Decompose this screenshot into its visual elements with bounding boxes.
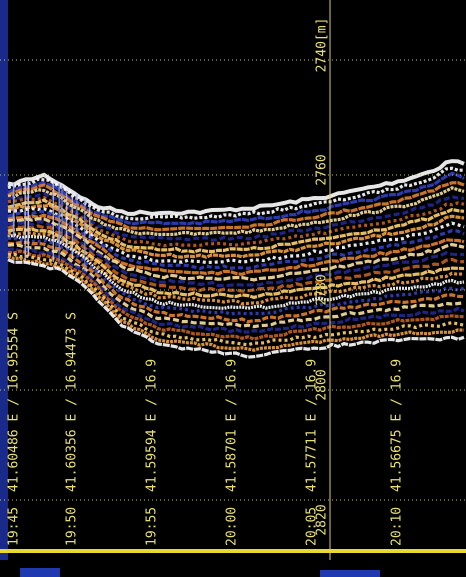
left-edge — [0, 0, 8, 560]
reflector-layer — [7, 186, 465, 237]
track-time: 19:55 — [145, 507, 160, 546]
reflector-layer — [7, 159, 465, 217]
track-position: 41.57711 E / 16.9 — [305, 359, 320, 492]
depth-label: 2800 — [315, 369, 330, 400]
labels: 2740[m] 2760 2780 2800 2820 19:45 41.60486 E /… — [7, 18, 405, 546]
track-position: 41.60356 E / 16.94473 S — [65, 312, 80, 492]
track-position: 41.60486 E / 16.95554 S — [7, 312, 22, 492]
bottom-strip — [0, 562, 466, 577]
depth-label: 2820 — [315, 504, 330, 535]
depth-grid — [0, 59, 466, 501]
reflector-layer — [7, 195, 465, 248]
depth-label: 2740[m] — [315, 18, 330, 73]
track-position: 41.59594 E / 16.9 — [145, 359, 160, 492]
track-time: 19:45 — [7, 507, 22, 546]
track-position: 41.56675 E / 16.9 — [390, 359, 405, 492]
track-time: 20:10 — [390, 507, 405, 546]
time-bar — [0, 549, 466, 553]
reflector-layer — [7, 198, 465, 254]
bottom-mark — [320, 570, 380, 577]
bottom-mark — [20, 568, 60, 577]
reflector-layer — [7, 203, 465, 259]
depth-label: 2760 — [315, 154, 330, 185]
reflector-layer — [7, 249, 465, 341]
reflector-layer — [7, 247, 465, 334]
track-position: 41.58701 E / 16.9 — [225, 359, 240, 492]
track-time: 20:05 — [305, 507, 320, 546]
track-time: 19:50 — [65, 507, 80, 546]
sub-bottom-profile — [7, 159, 465, 359]
reflector-layer — [7, 166, 464, 221]
track-time: 20:00 — [225, 507, 240, 546]
depth-label: 2780 — [315, 274, 330, 305]
reflector-layer — [7, 258, 465, 359]
